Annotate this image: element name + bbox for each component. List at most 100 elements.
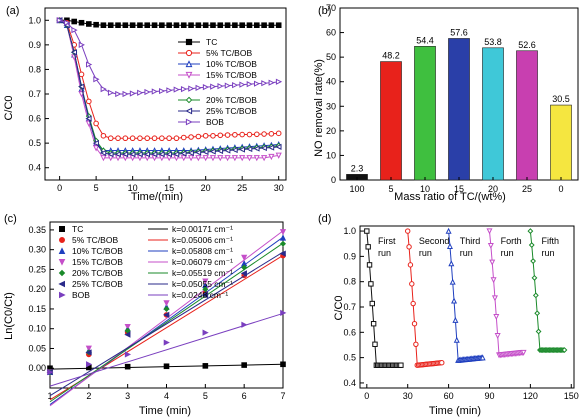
data-point [202, 155, 209, 162]
data-point [253, 80, 261, 87]
data-point [486, 228, 493, 235]
data-point [92, 140, 99, 147]
data-point [124, 331, 131, 338]
x-tick-label: 5 [94, 183, 99, 193]
data-point [489, 259, 496, 266]
bar [380, 61, 402, 181]
data-point [159, 22, 165, 28]
data-point [173, 86, 180, 93]
data-point [201, 292, 209, 299]
legend-marker [59, 226, 65, 232]
data-point [78, 19, 85, 26]
data-point [180, 22, 187, 28]
data-point [275, 130, 282, 137]
run-label-line2: run [419, 248, 432, 258]
run-label-line1: Third [460, 236, 481, 246]
legend-marker [59, 237, 65, 243]
data-point [122, 22, 129, 28]
data-point [129, 90, 137, 97]
data-point [231, 146, 238, 154]
bar-value-label: 53.8 [484, 37, 502, 47]
data-point [413, 341, 419, 347]
data-point [241, 362, 247, 368]
x-tick-label: 7 [280, 391, 285, 401]
legend-marker [185, 107, 193, 115]
data-point [280, 309, 287, 317]
legend-label: 25% TC/BOB [72, 279, 123, 289]
data-point [202, 22, 209, 28]
panel-a: (a) 0 5 10 15 20 25 30 0.4 0.5 0.6 0.7 0.8 0.9 1.0 TC… [3, 5, 287, 203]
data-point [78, 71, 85, 78]
data-point [47, 369, 54, 376]
panel-d-label: (d) [318, 213, 331, 225]
legend-marker [58, 280, 65, 288]
run-label-line2: run [501, 248, 514, 258]
data-point [165, 151, 172, 158]
data-point [188, 134, 194, 140]
panel-d: (d) 0 30 60 90 120 150 0.4 0.5 0.6 0.7 0.8 0.9 1.0 F… [318, 213, 579, 417]
data-point [279, 229, 287, 236]
data-point [173, 151, 180, 158]
data-point [71, 18, 78, 25]
data-point [121, 151, 129, 158]
legend-fit-label: k=0.05808 cm⁻¹ [172, 246, 233, 256]
data-point [246, 155, 253, 162]
data-point [78, 41, 85, 48]
data-point [279, 240, 287, 247]
legend-label: TC [206, 37, 217, 47]
x-tick-label: 10 [420, 184, 430, 194]
data-point [279, 250, 286, 257]
data-point [122, 135, 129, 142]
x-tick-label: 1 [47, 391, 52, 401]
data-point [202, 286, 209, 293]
data-point [187, 149, 194, 157]
data-point [85, 115, 92, 122]
panel-a-label: (a) [6, 5, 19, 17]
y-axis-label: NO removal rate(%) [313, 59, 325, 157]
data-point [531, 274, 538, 281]
data-point [493, 314, 500, 321]
data-point [93, 145, 100, 152]
data-point [107, 89, 115, 96]
data-point [78, 83, 85, 90]
data-point [195, 84, 202, 91]
x-axis-label: Time (min) [429, 405, 481, 417]
bar-value-label: 2.3 [351, 163, 364, 173]
data-point [202, 132, 209, 139]
data-point [115, 135, 121, 142]
y-tick-label: 0.9 [343, 251, 356, 261]
legend-marker [58, 247, 66, 254]
x-tick-label: 15 [454, 184, 464, 194]
data-point [407, 262, 414, 268]
legend-marker [185, 49, 193, 57]
y-tick-label: 10 [326, 150, 336, 160]
run-label-line1: Fifth [542, 236, 560, 246]
data-point [195, 133, 202, 140]
data-point [446, 242, 453, 249]
data-point [534, 310, 541, 317]
panel-b-label: (b) [318, 5, 331, 17]
data-point [232, 82, 239, 89]
data-point [180, 134, 187, 141]
data-point [166, 22, 172, 28]
bar [550, 104, 572, 181]
y-tick-label: 0.25 [28, 264, 46, 274]
data-point [224, 147, 231, 154]
x-tick-label: 30 [403, 391, 413, 401]
data-point [530, 258, 537, 264]
data-point [275, 143, 282, 150]
x-tick-label: 20 [488, 184, 498, 194]
y-tick-label: 0.30 [28, 245, 46, 255]
data-point [268, 153, 275, 161]
y-tick-label: 1.0 [28, 15, 41, 25]
data-point [144, 22, 151, 28]
data-point [370, 321, 377, 327]
bar [448, 38, 470, 181]
x-tick-label: 20 [201, 183, 211, 193]
data-point [210, 22, 216, 28]
data-point [202, 363, 209, 369]
data-point [56, 17, 64, 24]
data-point [253, 155, 260, 162]
data-point [180, 85, 188, 93]
x-tick-label: 60 [444, 391, 454, 401]
